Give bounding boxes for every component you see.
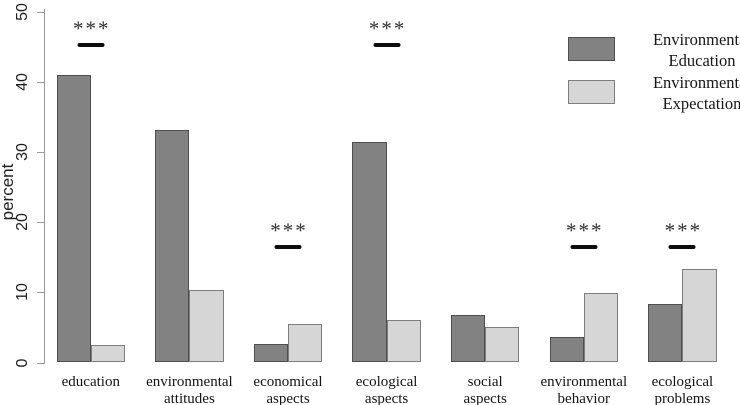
bar-environmental-education-education — [56, 74, 91, 363]
legend-label-environmental-education: Environmental Education — [652, 30, 740, 70]
category-label-social-aspects: social aspects — [463, 373, 507, 405]
significance-stars-environmental-behavior: *** — [566, 218, 604, 243]
y-axis-tick-label: 50 — [14, 2, 31, 21]
y-axis-tick — [37, 11, 44, 13]
category-label-environmental-attitudes: environmental attitudes — [146, 373, 233, 405]
legend-item-environmental-expectation: Environmental Expectation — [568, 72, 740, 114]
significance-line-ecological-aspects — [373, 43, 401, 48]
y-axis-tick-label: 10 — [14, 283, 31, 302]
category-label-ecological-problems: ecological problems — [651, 373, 714, 405]
bar-environmental-expectation-ecological-aspects — [386, 320, 421, 363]
y-axis-title: percent — [0, 163, 17, 221]
y-axis-line — [44, 9, 45, 364]
y-axis-tick — [37, 362, 44, 364]
category-label-ecological-aspects: ecological aspects — [355, 373, 418, 405]
bar-environmental-expectation-ecological-problems — [682, 269, 717, 363]
significance-stars-economical-aspects: *** — [270, 218, 308, 243]
bar-environmental-education-ecological-aspects — [352, 142, 387, 363]
bar-environmental-expectation-environmental-attitudes — [189, 290, 224, 363]
category-label-economical-aspects: economical aspects — [253, 373, 323, 405]
y-axis-tick — [37, 222, 44, 224]
significance-line-education — [77, 43, 105, 48]
legend-item-environmental-education: Environmental Education — [568, 29, 740, 71]
y-axis-tick-label: 0 — [14, 358, 31, 367]
bar-environmental-expectation-social-aspects — [485, 326, 520, 363]
category-label-education: education — [61, 373, 120, 390]
legend-label-environmental-expectation: Environmental Expectation — [652, 73, 740, 113]
bar-environmental-expectation-economical-aspects — [288, 323, 323, 363]
bar-environmental-education-environmental-behavior — [549, 336, 584, 363]
y-axis-tick-label: 30 — [14, 142, 31, 161]
significance-stars-ecological-aspects: *** — [368, 16, 407, 41]
y-axis-tick — [37, 81, 44, 83]
y-axis-tick — [37, 292, 44, 294]
significance-line-environmental-behavior — [570, 244, 598, 249]
legend-swatch-environmental-education — [568, 37, 615, 61]
bar-environmental-education-environmental-attitudes — [155, 130, 190, 363]
y-axis-tick — [37, 151, 44, 153]
bar-environmental-expectation-environmental-behavior — [583, 293, 619, 363]
bar-environmental-expectation-education — [90, 344, 126, 363]
bar-environmental-education-social-aspects — [450, 314, 486, 363]
significance-stars-ecological-problems: *** — [664, 218, 703, 243]
bar-environmental-education-economical-aspects — [253, 344, 288, 363]
significance-line-ecological-problems — [668, 244, 696, 249]
significance-line-economical-aspects — [274, 244, 302, 249]
legend-swatch-environmental-expectation — [568, 80, 615, 104]
legend: Environmental Education Environmental Ex… — [568, 29, 740, 114]
significance-stars-education: *** — [73, 16, 111, 41]
bar-environmental-education-ecological-problems — [648, 303, 683, 363]
y-axis-tick-label: 20 — [14, 213, 31, 231]
y-axis-tick-label: 40 — [14, 72, 31, 91]
category-label-environmental-behavior: environmental behavior — [540, 373, 628, 405]
